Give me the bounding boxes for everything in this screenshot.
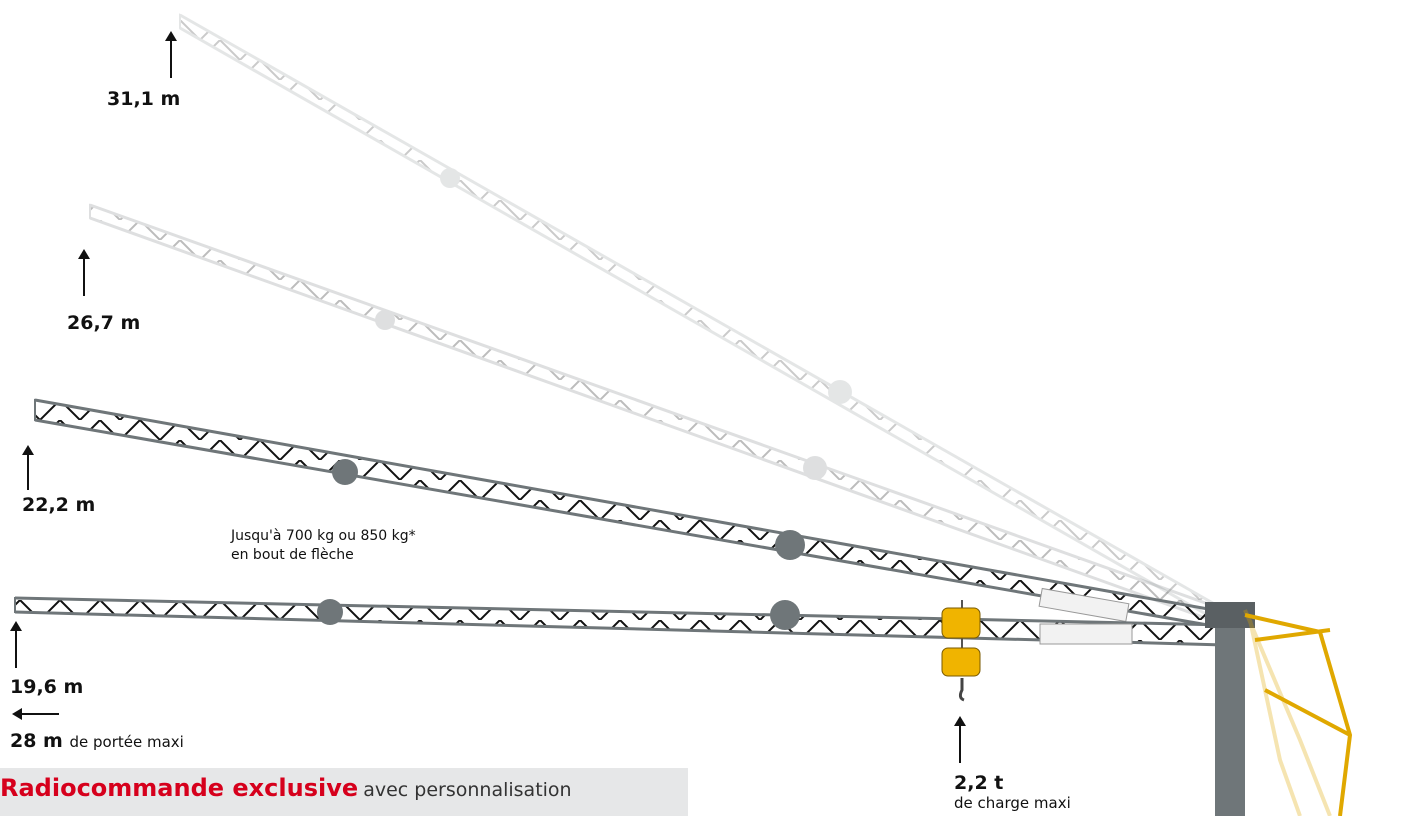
banner-strong: Radiocommande exclusive <box>0 774 359 802</box>
height-label-20m: 19,6 m <box>10 676 84 698</box>
feature-banner: Radiocommande exclusive avec personnalis… <box>0 768 688 816</box>
tip-load-note: Jusqu'à 700 kg ou 850 kg* en bout de flè… <box>231 527 416 565</box>
jib-position-20m <box>14 596 1226 647</box>
height-label-31m: 31,1 m <box>107 88 181 110</box>
height-label-22m: 22,2 m <box>22 494 96 516</box>
height-arrow-22m <box>22 445 34 490</box>
jib-position-31m <box>179 13 1226 627</box>
tip-load-line1: Jusqu'à 700 kg ou 850 kg* <box>231 528 416 544</box>
load-arrow <box>954 716 966 763</box>
reach-arrow <box>12 708 59 720</box>
hook-block <box>941 600 981 702</box>
counter-jib <box>1243 609 1353 816</box>
reach-value: 28 m <box>10 730 63 752</box>
height-arrow-31m <box>165 31 177 78</box>
height-label-27m: 26,7 m <box>67 312 141 334</box>
height-arrow-20m <box>10 621 22 668</box>
max-load-label: 2,2 t de charge maxi <box>954 772 1071 812</box>
banner-rest: avec personnalisation <box>363 779 572 801</box>
max-load-text: de charge maxi <box>954 794 1071 812</box>
jib-position-27m <box>89 203 1226 627</box>
max-load-value: 2,2 t <box>954 772 1004 794</box>
tip-load-line2: en bout de flèche <box>231 547 354 563</box>
reach-text: de portée maxi <box>69 733 184 751</box>
reach-label: 28 m de portée maxi <box>10 730 184 752</box>
height-arrow-27m <box>78 249 90 296</box>
